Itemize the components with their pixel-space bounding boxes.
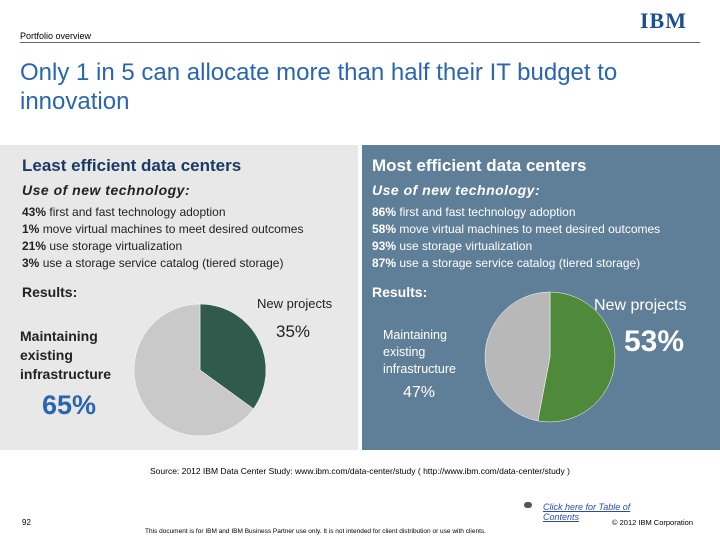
pie-slice: [133, 303, 254, 437]
item-value: 58%: [372, 222, 397, 236]
item-text: use storage virtualization: [49, 239, 183, 253]
disclaimer: This document is for IBM and IBM Busines…: [145, 528, 486, 535]
item-value: 86%: [372, 205, 397, 219]
item-text: move virtual machines to meet desired ou…: [399, 222, 661, 236]
logo: IBM: [640, 8, 687, 33]
item: 58% move virtual machines to meet desire…: [372, 222, 660, 236]
copyright: © 2012 IBM Corporation: [612, 518, 693, 527]
item-value: 87%: [372, 256, 397, 270]
item: 43% first and fast technology adoption: [22, 205, 226, 219]
toc-link[interactable]: Click here for Table of Contents: [543, 502, 631, 522]
panel-subheading: Use of new technology:: [22, 182, 191, 198]
item: 3% use a storage service catalog (tiered…: [22, 256, 283, 270]
slice-value: 47%: [403, 384, 436, 401]
item: 86% first and fast technology adoption: [372, 205, 576, 219]
page-number: 92: [22, 518, 31, 527]
link-icon: [524, 502, 532, 508]
item: 93% use storage virtualization: [372, 239, 532, 253]
item-text: first and fast technology adoption: [399, 205, 576, 219]
item-text: use a storage service catalog (tiered st…: [42, 256, 284, 270]
slice-value: 35%: [276, 322, 311, 341]
item-value: 43%: [22, 205, 47, 219]
slice-label: Maintaining existing infrastructure: [20, 328, 112, 382]
header-rule: [20, 42, 700, 43]
item-value: 21%: [22, 239, 47, 253]
slice-value: 53%: [624, 325, 685, 358]
results-label: Results:: [22, 284, 78, 300]
item-value: 3%: [22, 256, 40, 270]
item: 21% use storage virtualization: [22, 239, 182, 253]
pie-slice: [484, 291, 551, 422]
item-text: use storage virtualization: [399, 239, 533, 253]
panel-heading: Least efficient data centers: [22, 156, 242, 175]
slide-title: Only 1 in 5 can allocate more than half …: [20, 59, 618, 115]
item-text: use a storage service catalog (tiered st…: [399, 256, 641, 270]
item-value: 93%: [372, 239, 397, 253]
item-text: move virtual machines to meet desired ou…: [42, 222, 304, 236]
source: Source: 2012 IBM Data Center Study: www.…: [150, 466, 570, 476]
slice-label: Maintaining existing infrastructure: [383, 328, 456, 376]
slice-label: New projects: [257, 296, 333, 311]
results-label: Results:: [372, 284, 428, 300]
item: 87% use a storage service catalog (tiere…: [372, 256, 640, 270]
pie-slice: [537, 291, 616, 423]
panel-heading: Most efficient data centers: [372, 156, 587, 175]
slice-value: 65%: [42, 390, 97, 420]
pie-slice: [199, 303, 267, 410]
item-value: 1%: [22, 222, 40, 236]
item: 1% move virtual machines to meet desired…: [22, 222, 303, 236]
slice-label: New projects: [594, 297, 687, 314]
item-text: first and fast technology adoption: [49, 205, 226, 219]
section-label: Portfolio overview: [20, 31, 92, 41]
panel-subheading: Use of new technology:: [372, 182, 541, 198]
